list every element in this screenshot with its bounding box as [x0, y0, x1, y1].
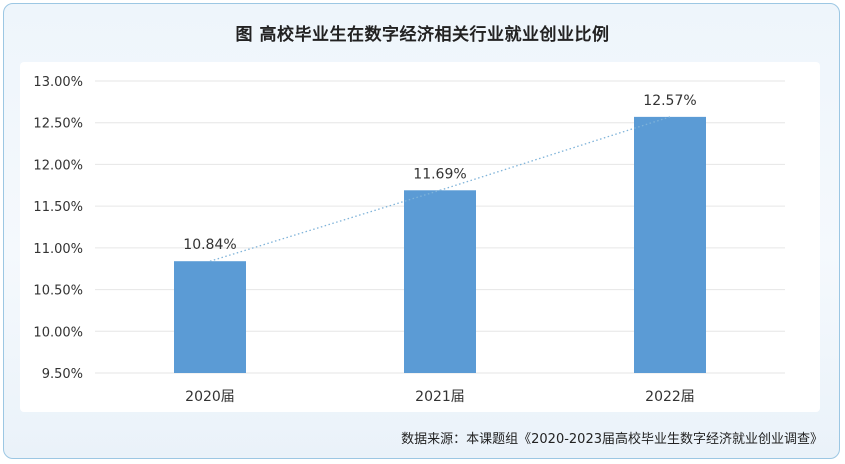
x-tick-label: 2022届 [645, 389, 695, 405]
y-tick-label: 10.00% [33, 325, 83, 340]
bar [174, 261, 246, 373]
y-tick-label: 11.00% [33, 242, 83, 257]
trend-line-segment [439, 116, 671, 191]
data-label: 11.69% [413, 166, 466, 182]
data-label: 10.84% [183, 237, 236, 253]
y-tick-label: 10.50% [33, 284, 83, 299]
data-label: 12.57% [643, 93, 696, 109]
bar [634, 116, 706, 374]
data-source-note: 数据来源：本课题组《2020-2023届高校毕业生数字经济就业创业调查》 [401, 432, 823, 447]
chart-title: 图 高校毕业生在数字经济相关行业就业创业比例 [235, 25, 610, 45]
bar [404, 190, 476, 373]
y-tick-label: 11.50% [33, 200, 83, 215]
y-tick-label: 12.00% [33, 158, 83, 173]
x-tick-label: 2021届 [415, 389, 465, 405]
y-tick-label: 9.50% [42, 367, 83, 382]
trend-line-segment [209, 189, 441, 262]
x-tick-label: 2020届 [185, 389, 235, 405]
y-tick-label: 13.00% [33, 75, 83, 90]
y-tick-label: 12.50% [33, 117, 83, 132]
